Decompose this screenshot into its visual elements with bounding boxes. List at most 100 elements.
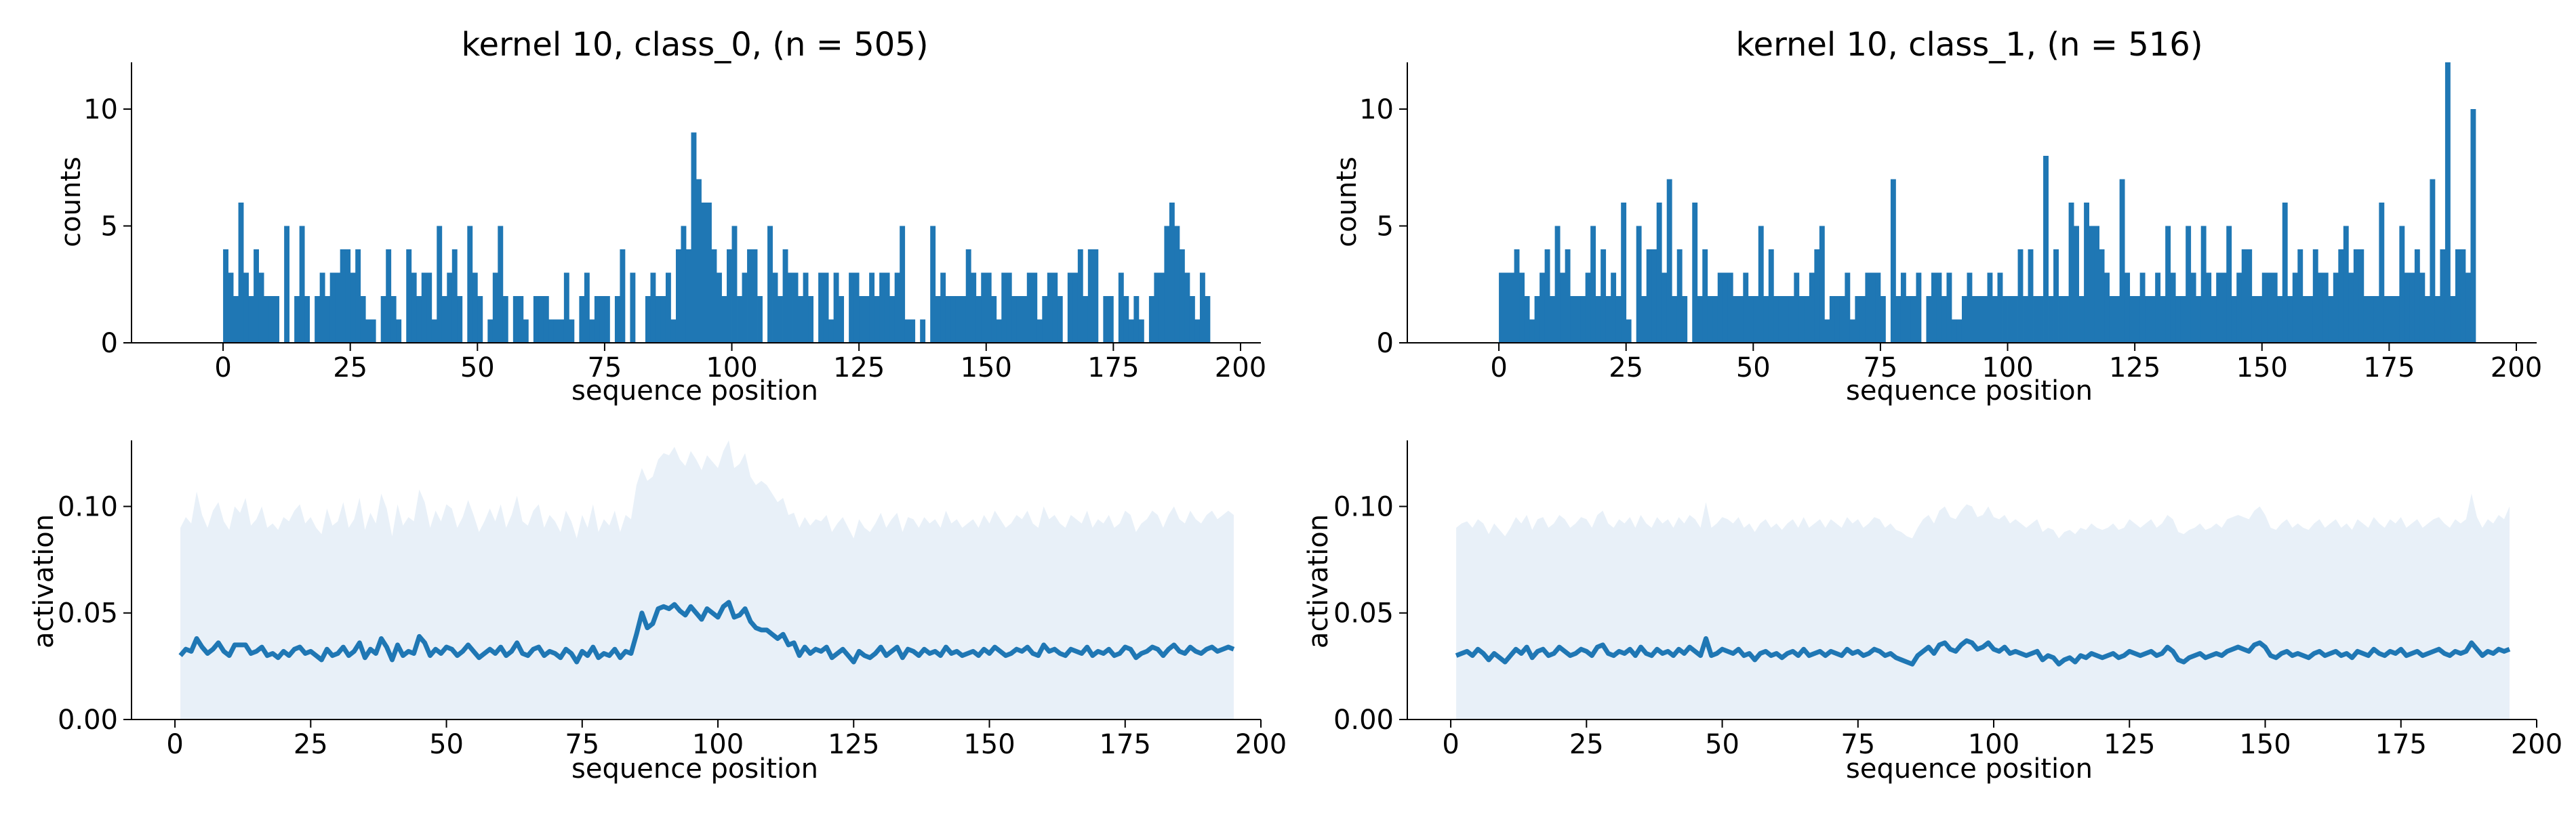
bar	[345, 249, 351, 343]
panel-class0-counts: kernel 10, class_0, (n = 505) 0 25 50 75 100…	[56, 26, 1266, 406]
bar	[1514, 249, 1520, 343]
bar	[1083, 296, 1089, 343]
bar	[2241, 249, 2247, 343]
bar	[1941, 296, 1947, 343]
bar	[1032, 272, 1038, 343]
bar	[1580, 296, 1586, 343]
bar	[426, 272, 432, 343]
bar	[254, 249, 260, 343]
bar	[2251, 296, 2257, 343]
bar	[803, 272, 809, 343]
bar	[1026, 272, 1032, 343]
bar	[360, 296, 366, 343]
bar	[2125, 272, 2131, 343]
bar	[1839, 296, 1845, 343]
bar	[284, 226, 290, 343]
bar	[441, 296, 447, 343]
bar	[2048, 296, 2054, 343]
y-tick-label: 0.05	[1333, 598, 1394, 629]
upper-band	[180, 440, 1234, 720]
x-tick-label: 0	[1442, 729, 1459, 760]
bar	[304, 296, 310, 343]
activation-area	[1455, 493, 2511, 720]
bar	[650, 272, 656, 343]
bar	[910, 319, 916, 343]
bar	[675, 249, 681, 343]
bar	[1611, 272, 1617, 343]
x-tick-label: 100	[706, 352, 757, 383]
bar	[1972, 296, 1977, 343]
bar	[2200, 226, 2207, 343]
bar	[569, 319, 575, 343]
bar	[1809, 272, 1815, 343]
x-axis-label: sequence position	[1846, 375, 2093, 406]
bar	[2033, 296, 2038, 343]
bar	[2338, 249, 2344, 343]
x-tick-label: 175	[1100, 729, 1151, 760]
bar	[1524, 296, 1530, 343]
x-tick-label: 125	[2109, 352, 2160, 383]
bar	[543, 296, 549, 343]
bar	[1788, 296, 1794, 343]
x-tick-label: 150	[963, 729, 1015, 760]
bar	[1880, 296, 1886, 343]
x-tick-label: 0	[166, 729, 183, 760]
bar	[660, 296, 666, 343]
bar	[986, 272, 992, 343]
bar	[2257, 296, 2263, 343]
bar	[1641, 296, 1647, 343]
bar	[904, 319, 910, 343]
bar	[370, 319, 376, 343]
bar	[2308, 296, 2314, 343]
bar	[299, 226, 305, 343]
bar	[874, 296, 880, 343]
bar	[365, 319, 371, 343]
bar	[1037, 319, 1043, 343]
bar	[2440, 249, 2446, 343]
bar	[411, 272, 417, 343]
bar	[1814, 249, 1820, 343]
bar	[1723, 272, 1729, 343]
bar	[681, 226, 687, 343]
bar	[512, 296, 519, 343]
bar	[325, 296, 331, 343]
bar	[1692, 203, 1698, 343]
bar	[2064, 296, 2069, 343]
chart-title: kernel 10, class_0, (n = 505)	[461, 26, 928, 64]
bar	[991, 296, 997, 343]
bar	[599, 296, 605, 343]
axes: 0 25 50 75 100 125 150 175 200 0 5 10	[83, 62, 1266, 383]
bar	[1184, 272, 1190, 343]
bar	[1534, 296, 1540, 343]
bar	[579, 296, 585, 343]
bar	[1733, 296, 1739, 343]
bar	[1931, 272, 1937, 343]
bar	[975, 296, 982, 343]
bar	[1605, 296, 1611, 343]
panel-class1-activation: 0 25 50 75 100 125 150 175 200 0.00 0.05 0.10 seque…	[1303, 440, 2562, 785]
x-tick-label: 75	[1840, 729, 1875, 760]
y-tick-label: 5	[1377, 211, 1394, 243]
bar	[1565, 249, 1571, 343]
y-tick-label: 5	[101, 211, 118, 243]
bar	[584, 272, 590, 343]
bar	[335, 272, 341, 343]
bar	[2038, 296, 2044, 343]
bar	[1052, 272, 1058, 343]
y-tick-label: 0.10	[58, 491, 118, 522]
x-tick-label: 0	[214, 352, 231, 383]
bar	[1992, 296, 1998, 343]
bar	[1997, 272, 2003, 343]
bar	[823, 272, 829, 343]
bar	[2383, 296, 2390, 343]
bar	[1042, 296, 1048, 343]
bar	[1590, 226, 1596, 343]
bar	[2170, 272, 2176, 343]
bar	[645, 296, 651, 343]
bar	[472, 272, 478, 343]
bar	[828, 319, 834, 343]
bar	[1626, 319, 1632, 343]
bar	[1093, 249, 1099, 343]
bar	[502, 296, 508, 343]
bar	[685, 249, 691, 343]
